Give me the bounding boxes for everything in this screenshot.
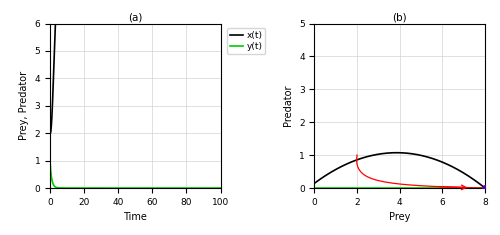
Title: (a): (a) <box>128 13 142 23</box>
y(t) <box>180 187 186 189</box>
Line: y(t): y(t) <box>50 161 220 188</box>
y(t) <box>86 187 92 189</box>
y(t) <box>47 159 53 162</box>
x(t) <box>47 132 53 135</box>
X-axis label: Prey: Prey <box>389 212 410 222</box>
Y-axis label: Prey, Predator: Prey, Predator <box>19 71 29 140</box>
Title: (b): (b) <box>392 13 407 23</box>
x(t) <box>47 132 53 135</box>
Y-axis label: Predator: Predator <box>284 85 294 126</box>
X-axis label: Time: Time <box>124 212 147 222</box>
y(t) <box>186 187 192 189</box>
Line: x(t): x(t) <box>50 0 220 134</box>
y(t) <box>210 187 216 189</box>
y(t) <box>218 187 224 189</box>
y(t) <box>82 187 87 189</box>
y(t) <box>198 187 204 189</box>
y(t) <box>58 187 64 189</box>
Legend: x(t), y(t): x(t), y(t) <box>227 28 266 54</box>
